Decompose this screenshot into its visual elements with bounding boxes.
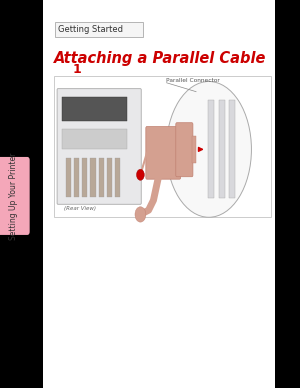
FancyBboxPatch shape bbox=[115, 158, 120, 197]
FancyBboxPatch shape bbox=[107, 158, 112, 197]
FancyBboxPatch shape bbox=[208, 100, 214, 198]
FancyBboxPatch shape bbox=[176, 123, 193, 177]
FancyBboxPatch shape bbox=[62, 130, 128, 149]
FancyBboxPatch shape bbox=[0, 157, 30, 235]
Text: Setting Up Your Printer: Setting Up Your Printer bbox=[9, 152, 18, 240]
FancyBboxPatch shape bbox=[98, 158, 104, 197]
Text: Getting Started: Getting Started bbox=[58, 25, 123, 34]
Circle shape bbox=[135, 207, 146, 222]
FancyBboxPatch shape bbox=[65, 158, 71, 197]
Ellipse shape bbox=[166, 81, 251, 217]
Text: Attaching a Parallel Cable: Attaching a Parallel Cable bbox=[54, 51, 266, 66]
FancyBboxPatch shape bbox=[192, 136, 196, 163]
FancyBboxPatch shape bbox=[62, 97, 128, 121]
Circle shape bbox=[136, 169, 144, 180]
FancyBboxPatch shape bbox=[90, 158, 96, 197]
FancyBboxPatch shape bbox=[54, 76, 271, 217]
Text: 1: 1 bbox=[73, 62, 81, 76]
Text: (Rear View): (Rear View) bbox=[64, 206, 96, 211]
FancyBboxPatch shape bbox=[82, 158, 87, 197]
FancyBboxPatch shape bbox=[57, 88, 141, 204]
FancyBboxPatch shape bbox=[74, 158, 79, 197]
FancyBboxPatch shape bbox=[229, 100, 235, 198]
FancyBboxPatch shape bbox=[219, 100, 225, 198]
Text: Parallel Connector: Parallel Connector bbox=[167, 78, 220, 83]
FancyBboxPatch shape bbox=[146, 126, 181, 179]
FancyBboxPatch shape bbox=[43, 0, 275, 388]
FancyBboxPatch shape bbox=[55, 22, 143, 37]
